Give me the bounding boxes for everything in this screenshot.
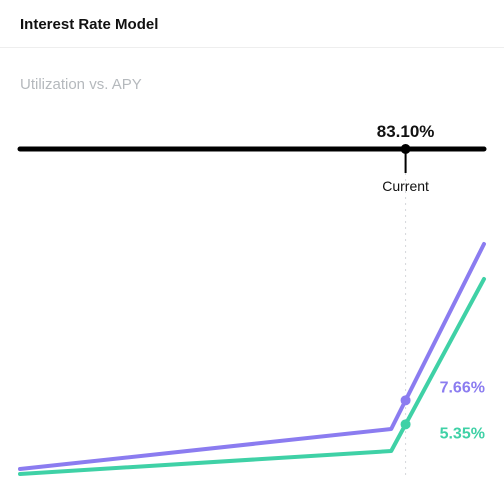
interest-rate-chart: 7.66%5.35%83.10%Current [20, 129, 484, 479]
supply-value-label: 5.35% [440, 425, 485, 442]
utilization-annotation: Current [382, 178, 429, 194]
card-title: Interest Rate Model [20, 16, 484, 33]
utilization-value-label: 83.10% [377, 122, 435, 141]
interest-rate-card: Interest Rate Model Utilization vs. APY … [0, 0, 504, 502]
borrow-marker [401, 395, 411, 405]
borrow-value-label: 7.66% [440, 379, 485, 396]
borrow-line [20, 244, 484, 469]
chart-container: 7.66%5.35%83.10%Current [20, 129, 484, 479]
supply-marker [401, 419, 411, 429]
card-header: Interest Rate Model [0, 0, 504, 48]
chart-subtitle: Utilization vs. APY [0, 48, 504, 93]
